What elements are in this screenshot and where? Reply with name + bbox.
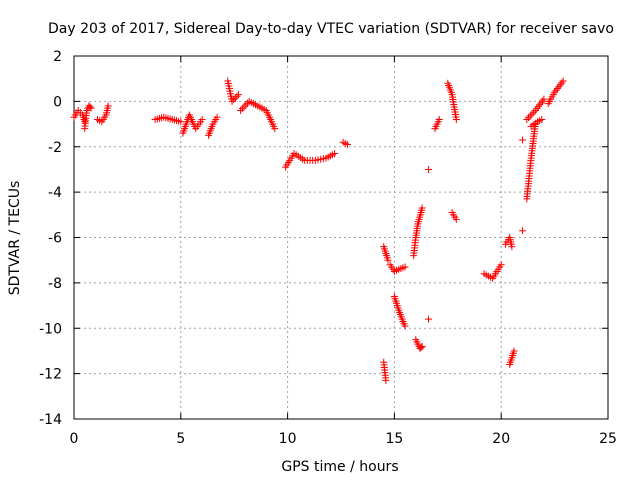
data-point <box>435 116 443 124</box>
data-point <box>538 116 546 124</box>
data-point <box>519 227 527 235</box>
data-point <box>237 106 245 114</box>
data-point <box>331 150 339 158</box>
data-point <box>528 110 536 118</box>
data-point <box>86 103 94 111</box>
data-point <box>452 116 460 124</box>
x-tick-label: 25 <box>599 431 617 447</box>
data-point <box>243 99 251 107</box>
data-point <box>230 96 238 104</box>
x-tick-label: 15 <box>385 431 403 447</box>
data-point <box>401 322 409 330</box>
data-point <box>228 97 236 105</box>
data-point <box>384 256 392 264</box>
data-point <box>104 102 112 110</box>
y-tick-label: -12 <box>39 367 62 383</box>
data-point <box>177 118 185 126</box>
data-point <box>240 103 248 111</box>
data-point <box>343 140 351 148</box>
data-point <box>497 261 505 269</box>
data-point <box>242 101 250 109</box>
data-point <box>233 92 241 100</box>
data-point <box>540 95 548 103</box>
y-tick-label: -6 <box>48 231 62 247</box>
data-point <box>418 342 426 350</box>
y-axis-title: SDTVAR / TECUs <box>7 181 23 296</box>
data-point <box>452 215 460 223</box>
data-points <box>70 77 567 384</box>
x-axis-title: GPS time / hours <box>281 459 398 475</box>
data-point <box>519 136 527 144</box>
axis-ticks <box>73 55 609 420</box>
y-tick-labels: 2 0 -2 -4 -6 -8 -10 -12 -14 <box>39 49 62 428</box>
data-point <box>382 376 390 384</box>
data-point <box>231 94 239 102</box>
x-tick-label: 20 <box>492 431 510 447</box>
data-point <box>213 113 221 121</box>
data-point <box>525 114 533 122</box>
data-point <box>418 204 426 212</box>
data-point <box>530 108 538 116</box>
x-tick-labels: 0 5 10 15 20 25 <box>70 431 617 447</box>
x-tick-label: 5 <box>176 431 185 447</box>
data-point <box>425 165 433 173</box>
data-point <box>271 125 279 133</box>
data-point <box>559 77 567 85</box>
grid-lines <box>74 56 608 419</box>
data-point <box>510 347 518 355</box>
data-point <box>417 344 425 352</box>
data-point <box>508 243 516 251</box>
chart-title: Day 203 of 2017, Sidereal Day-to-day VTE… <box>48 21 614 37</box>
data-point <box>401 263 409 271</box>
x-tick-label: 10 <box>279 431 297 447</box>
data-point <box>87 104 95 112</box>
y-tick-label: 0 <box>53 94 62 110</box>
data-point <box>526 112 534 120</box>
data-point <box>238 105 246 113</box>
y-tick-label: -2 <box>48 140 62 156</box>
data-point <box>198 116 206 124</box>
data-point <box>523 116 531 124</box>
y-tick-label: -10 <box>39 321 62 337</box>
x-tick-label: 0 <box>70 431 79 447</box>
y-tick-label: -8 <box>48 276 62 292</box>
y-tick-label: -14 <box>39 412 62 428</box>
data-point <box>234 91 242 99</box>
data-point <box>425 315 433 323</box>
y-tick-label: -4 <box>48 185 62 201</box>
y-tick-label: 2 <box>53 49 62 65</box>
